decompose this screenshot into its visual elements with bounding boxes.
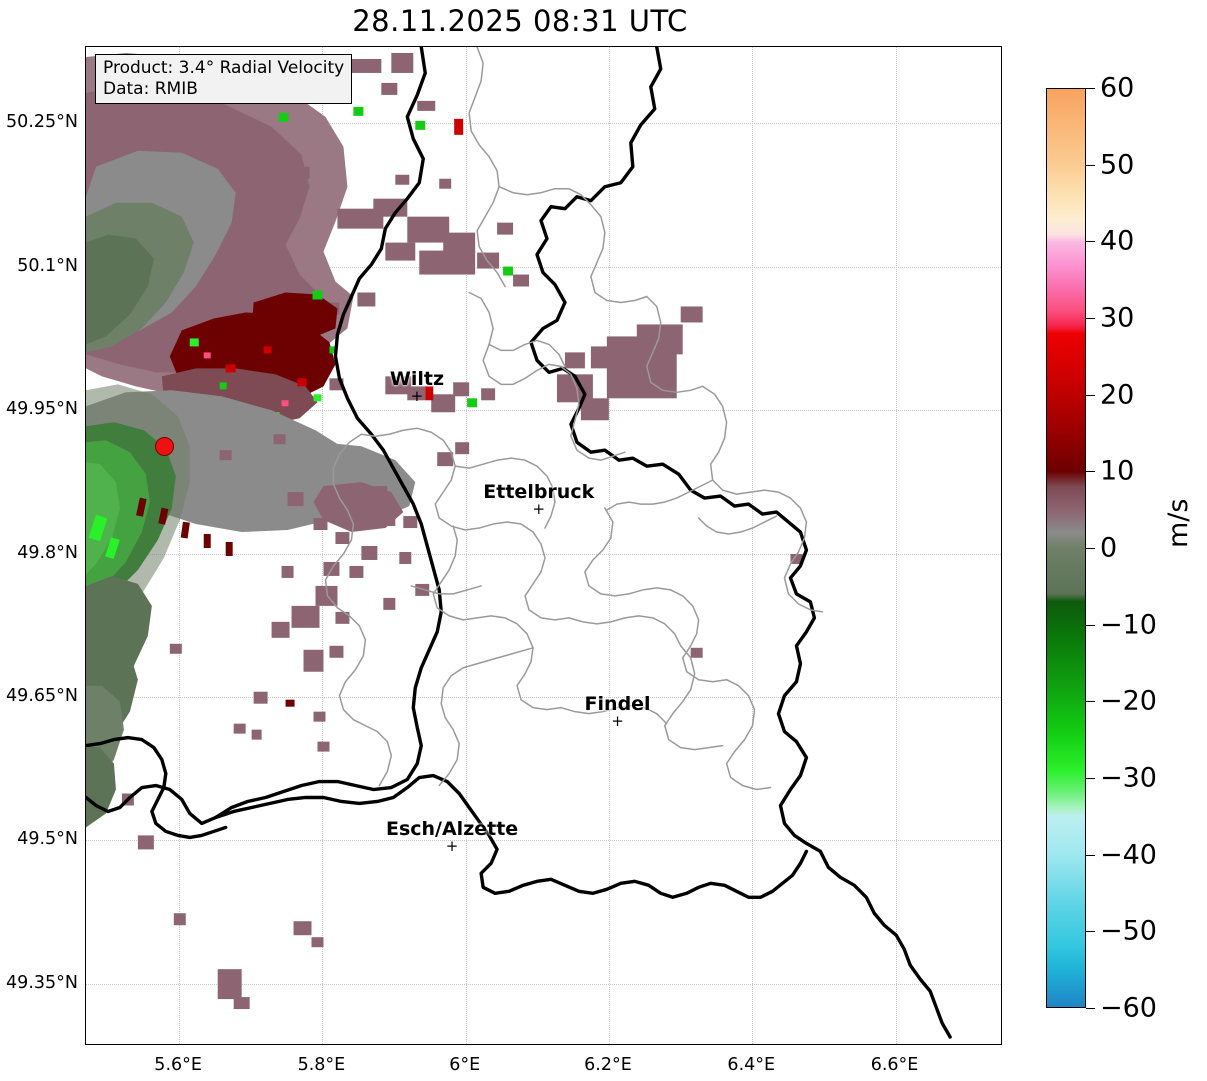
lat-tick-label: 49.35°N bbox=[6, 972, 78, 993]
colorbar-tick bbox=[1086, 624, 1095, 626]
lon-tick-label: 6°E bbox=[449, 1055, 481, 1075]
echo-cell-green-ne bbox=[503, 266, 514, 276]
colorbar-tick-label: −50 bbox=[1100, 915, 1157, 947]
gridline-lon bbox=[322, 47, 324, 1044]
colorbar-tick bbox=[1086, 164, 1095, 166]
colorbar-tick bbox=[1086, 854, 1095, 856]
city-label-ettelbruck: Ettelbruck + bbox=[483, 480, 595, 518]
lon-tick-label: 6.6°E bbox=[870, 1055, 919, 1075]
echo-cell-green-wiltz bbox=[467, 398, 478, 408]
city-name: Ettelbruck bbox=[483, 480, 595, 503]
colorbar-tick-label: 20 bbox=[1100, 379, 1135, 411]
city-label-esch-alzette: Esch/Alzette + bbox=[385, 818, 519, 856]
colorbar-tick bbox=[1086, 548, 1095, 549]
colorbar-tick-label: 50 bbox=[1100, 149, 1135, 181]
gridline-lon bbox=[895, 47, 897, 1044]
lon-tick-label: 6.2°E bbox=[584, 1055, 632, 1075]
colorbar-unit-label: m/s bbox=[1163, 498, 1194, 548]
gridline-lon bbox=[465, 47, 467, 1044]
echo-cells-north bbox=[215, 52, 703, 421]
lat-tick-label: 49.5°N bbox=[17, 829, 78, 850]
city-label-findel: Findel + bbox=[584, 693, 651, 731]
radar-echo-layer bbox=[86, 47, 952, 1039]
gridline-lat bbox=[86, 410, 1001, 412]
colorbar-tick bbox=[1086, 931, 1095, 933]
city-marker-icon: + bbox=[611, 712, 624, 731]
lat-tick-label: 49.8°N bbox=[17, 542, 78, 563]
colorbar-tick-label: −30 bbox=[1100, 762, 1157, 794]
lat-tick-label: 50.25°N bbox=[6, 112, 78, 133]
echo-cell-green-north bbox=[415, 120, 426, 130]
lat-tick-label: 49.65°N bbox=[6, 686, 78, 707]
city-marker-icon: + bbox=[445, 837, 459, 856]
colorbar-tick-label: 10 bbox=[1100, 455, 1135, 487]
colorbar-tick bbox=[1086, 778, 1095, 779]
gridline-lon bbox=[608, 47, 610, 1044]
gridline-lon bbox=[752, 47, 754, 1044]
colorbar-tick-label: 40 bbox=[1100, 225, 1135, 257]
colorbar-tick bbox=[1086, 318, 1095, 319]
lon-tick-label: 6.4°E bbox=[727, 1055, 776, 1075]
colorbar-tick bbox=[1086, 88, 1095, 89]
city-name: Wiltz bbox=[389, 368, 445, 391]
product-line: Product: 3.4° Radial Velocity bbox=[103, 58, 345, 78]
colorbar-tick bbox=[1086, 701, 1095, 703]
velocity-colorbar[interactable] bbox=[1046, 88, 1086, 1008]
district-border-layer bbox=[324, 47, 824, 791]
colorbar-gradient bbox=[1047, 89, 1085, 1007]
colorbar-tick bbox=[1086, 241, 1095, 243]
echo-cell-red-wiltz bbox=[425, 386, 434, 401]
lon-tick-label: 5.6°E bbox=[154, 1055, 202, 1075]
colorbar-tick-label: 60 bbox=[1100, 72, 1135, 104]
colorbar-tick-label: −10 bbox=[1100, 609, 1157, 641]
radar-map-plot[interactable]: Wiltz + Ettelbruck + Findel + Esch/Alzette + Pr… bbox=[85, 46, 1002, 1045]
gridline-lat bbox=[86, 983, 1001, 985]
lat-tick-label: 50.1°N bbox=[17, 255, 78, 276]
echo-cell-red-north bbox=[454, 118, 464, 135]
gridline-lon bbox=[179, 47, 181, 1044]
city-name: Esch/Alzette bbox=[385, 818, 519, 841]
gridline-lat bbox=[86, 266, 1001, 268]
country-border-layer bbox=[86, 47, 952, 1039]
colorbar-tick-label: −60 bbox=[1100, 992, 1157, 1024]
lon-tick-label: 5.8°E bbox=[297, 1055, 346, 1075]
echo-cell-red-south bbox=[285, 699, 295, 707]
city-marker-icon: + bbox=[410, 387, 424, 406]
city-name: Findel bbox=[584, 693, 651, 716]
colorbar-tick bbox=[1086, 394, 1095, 396]
colorbar-tick-label: −20 bbox=[1100, 685, 1157, 717]
lat-tick-label: 49.95°N bbox=[6, 399, 78, 420]
data-source-line: Data: RMIB bbox=[103, 78, 198, 99]
colorbar-tick bbox=[1086, 1008, 1095, 1009]
colorbar-tick-label: 0 bbox=[1100, 532, 1118, 564]
gridline-lat bbox=[86, 840, 1001, 842]
city-label-wiltz: Wiltz + bbox=[389, 368, 445, 406]
colorbar-tick-label: −40 bbox=[1100, 839, 1157, 871]
page-title: 28.11.2025 08:31 UTC bbox=[352, 4, 688, 38]
colorbar-tick-label: 30 bbox=[1100, 302, 1135, 334]
product-info-box: Product: 3.4° Radial Velocity Data: RMIB bbox=[95, 54, 353, 105]
gridline-lat bbox=[86, 697, 1001, 699]
gridline-lat bbox=[86, 123, 1001, 125]
colorbar-tick bbox=[1086, 471, 1095, 473]
radar-map-canvas: Wiltz + Ettelbruck + Findel + Esch/Alzette + Pr… bbox=[86, 47, 1001, 1044]
city-marker-icon: + bbox=[532, 499, 546, 518]
radar-station-marker[interactable] bbox=[154, 437, 174, 457]
